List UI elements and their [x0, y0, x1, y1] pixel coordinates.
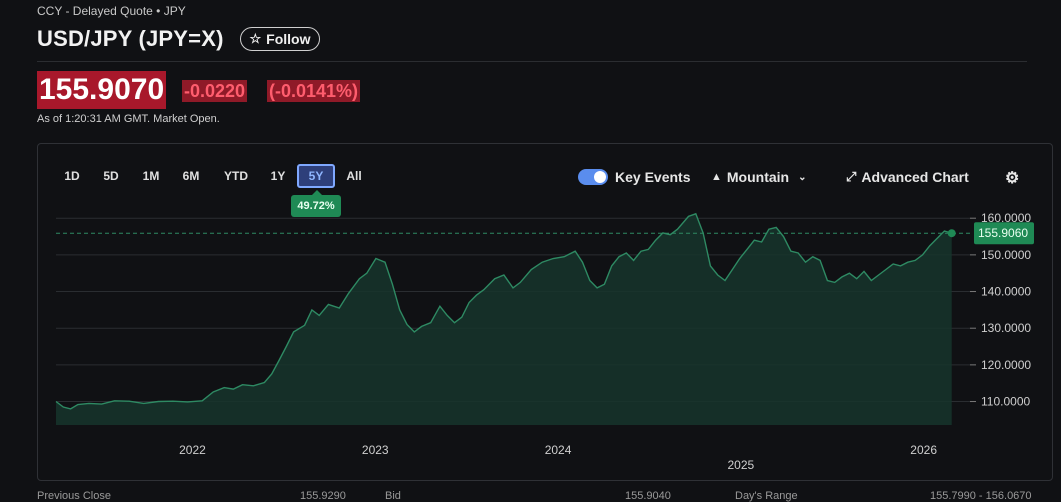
days-range-value: 155.7990 - 156.0670: [930, 490, 1032, 502]
follow-label: Follow: [266, 31, 311, 47]
range-change-badge: 49.72%: [291, 190, 341, 217]
advanced-chart-button[interactable]: ⤢ Advanced Chart: [846, 169, 969, 185]
chart-panel: [37, 143, 1053, 481]
bid-value: 155.9040: [625, 490, 671, 502]
key-events-toggle[interactable]: [578, 169, 608, 185]
key-events-label[interactable]: Key Events: [615, 169, 691, 185]
quote-source-meta: CCY - Delayed Quote • JPY: [37, 4, 186, 18]
gear-icon[interactable]: ⚙: [1005, 170, 1020, 187]
follow-button[interactable]: ☆ Follow: [240, 27, 320, 51]
header-divider: [37, 61, 1027, 62]
current-price: 155.9070: [37, 71, 167, 109]
range-5d[interactable]: 5D: [103, 169, 119, 183]
chevron-down-icon: ⌄: [798, 171, 807, 183]
mountain-icon: ▲: [711, 171, 722, 183]
range-5y[interactable]: 5Y: [297, 164, 335, 188]
days-range-label: Day's Range: [735, 490, 798, 502]
bid-label: Bid: [385, 490, 401, 502]
advanced-chart-label: Advanced Chart: [861, 169, 969, 185]
prev-close-label: Previous Close: [37, 490, 111, 502]
range-1m[interactable]: 1M: [142, 169, 160, 183]
range-ytd[interactable]: YTD: [224, 169, 248, 183]
x-tick-label: 2026: [910, 443, 937, 457]
star-icon: ☆: [249, 31, 262, 46]
chart-type-label: Mountain: [726, 169, 790, 185]
price-change: -0.0220: [182, 80, 248, 102]
x-tick-label: 2024: [544, 443, 572, 457]
toggle-knob: [594, 171, 606, 183]
x-tick-label: 2025: [727, 458, 755, 472]
range-1y[interactable]: 1Y: [270, 169, 286, 183]
expand-icon: ⤢: [846, 169, 857, 184]
range-1d[interactable]: 1D: [64, 169, 80, 183]
page-title: USD/JPY (JPY=X): [37, 26, 224, 51]
x-tick-label: 2022: [179, 443, 206, 457]
range-6m[interactable]: 6M: [182, 169, 200, 183]
chart-type-dropdown[interactable]: ▲ Mountain ⌄: [711, 169, 807, 185]
range-all[interactable]: All: [346, 169, 362, 183]
x-tick-label: 2023: [361, 443, 389, 457]
price-change-percent: (-0.0141%): [267, 80, 361, 102]
prev-close-value: 155.9290: [300, 490, 346, 502]
as-of-timestamp: As of 1:20:31 AM GMT. Market Open.: [37, 113, 220, 125]
